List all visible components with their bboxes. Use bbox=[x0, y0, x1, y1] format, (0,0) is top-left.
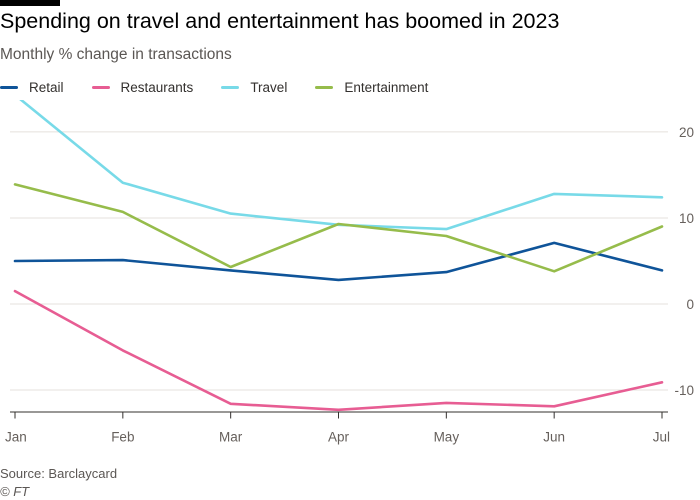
legend-swatch-entertainment bbox=[315, 85, 334, 89]
header-rule bbox=[0, 0, 60, 6]
gridlines bbox=[10, 131, 668, 391]
x-axis-ticks: Jan Feb Mar Apr May Jun Jul bbox=[5, 412, 670, 445]
legend-swatch-travel bbox=[221, 85, 240, 89]
legend-label-travel: Travel bbox=[250, 79, 288, 95]
y-tick-label-10: 10 bbox=[679, 211, 694, 226]
series-lines bbox=[13, 100, 664, 412]
source-note: Source: Barclaycard bbox=[0, 466, 118, 481]
x-tick-label-jun: Jun bbox=[543, 430, 565, 445]
legend-swatch-retail bbox=[0, 85, 18, 89]
copyright-credit: © FT bbox=[0, 484, 30, 499]
line-chart: -10 0 10 20 Jan Feb Mar Apr May Jun Jul bbox=[5, 100, 694, 445]
chart-legend: Retail Restaurants Travel Entertainment bbox=[0, 78, 456, 96]
legend-item-travel: Travel bbox=[221, 80, 287, 95]
chart-subtitle: Monthly % change in transactions bbox=[0, 46, 232, 63]
y-tick-label-0: 0 bbox=[686, 297, 694, 312]
legend-label-retail: Retail bbox=[29, 79, 64, 95]
series-line-restaurants bbox=[13, 289, 664, 412]
x-tick-label-may: May bbox=[434, 430, 460, 445]
legend-swatch-restaurants bbox=[91, 85, 110, 89]
y-tick-label-minus-10: -10 bbox=[674, 383, 694, 398]
x-tick-label-jan: Jan bbox=[5, 430, 27, 445]
x-tick-label-apr: Apr bbox=[328, 430, 350, 445]
legend-item-entertainment: Entertainment bbox=[315, 80, 428, 95]
legend-label-restaurants: Restaurants bbox=[120, 79, 194, 95]
chart-title: Spending on travel and entertainment has… bbox=[0, 9, 560, 33]
legend-item-restaurants: Restaurants bbox=[91, 79, 194, 95]
x-tick-label-jul: Jul bbox=[653, 430, 670, 445]
series-line-entertainment bbox=[13, 183, 664, 273]
y-axis-ticks: -10 0 10 20 bbox=[674, 125, 694, 398]
legend-item-retail: Retail bbox=[0, 80, 64, 95]
series-line-retail bbox=[13, 241, 664, 282]
x-tick-label-mar: Mar bbox=[219, 430, 243, 445]
legend-label-entertainment: Entertainment bbox=[344, 79, 429, 95]
y-tick-label-20: 20 bbox=[679, 125, 694, 140]
x-tick-label-feb: Feb bbox=[111, 430, 134, 445]
